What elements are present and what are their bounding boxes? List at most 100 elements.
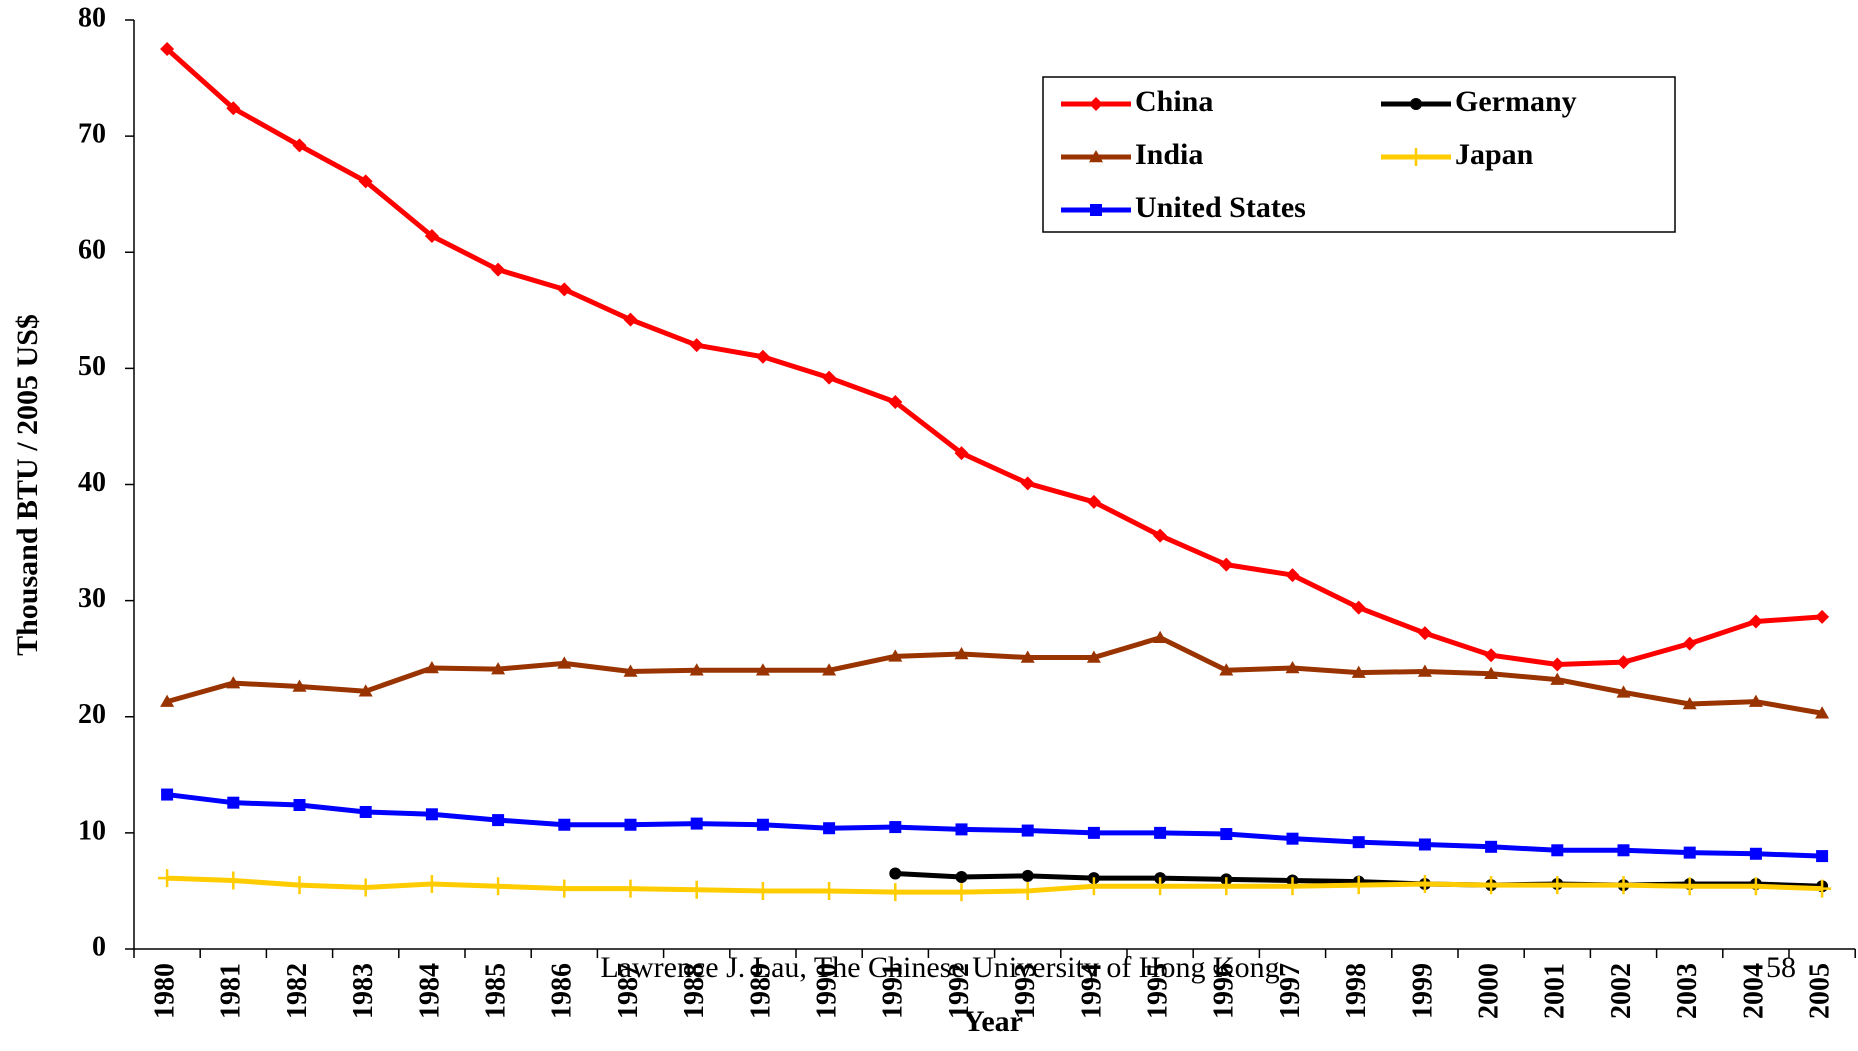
marker: [889, 867, 902, 880]
marker: [820, 881, 839, 900]
marker: [1683, 846, 1696, 859]
legend-label: United States: [1135, 191, 1306, 224]
x-tick-label: 1981: [216, 963, 247, 1019]
x-tick-label: 2001: [1540, 963, 1571, 1019]
marker: [1484, 666, 1499, 680]
legend-box: [1042, 76, 1676, 233]
marker: [955, 823, 968, 836]
y-tick-label: 0: [92, 931, 106, 962]
x-axis-label: Year: [963, 1005, 1023, 1038]
marker: [557, 282, 572, 297]
marker: [623, 664, 638, 677]
marker: [1550, 657, 1565, 672]
marker: [822, 663, 837, 676]
marker: [358, 174, 373, 189]
marker: [160, 42, 175, 57]
y-tick-label: 10: [78, 815, 106, 846]
marker: [1219, 663, 1234, 676]
y-axis-label: Thousand BTU / 2005 US$: [11, 314, 44, 656]
x-tick-label: 1996: [1209, 963, 1240, 1019]
x-tick-label: 1989: [745, 963, 776, 1019]
marker: [292, 679, 307, 692]
series-line: [166, 635, 1823, 716]
series-line: [165, 47, 1823, 667]
x-tick-label: 1988: [679, 963, 710, 1019]
marker: [689, 338, 704, 353]
x-tick-label: 1991: [878, 963, 909, 1019]
marker: [1550, 672, 1565, 685]
marker: [624, 818, 637, 831]
marker: [1219, 557, 1234, 572]
marker: [160, 694, 175, 707]
x-tick-label: 2005: [1805, 963, 1836, 1019]
marker: [1089, 97, 1103, 111]
marker: [358, 684, 373, 697]
marker: [290, 876, 309, 895]
y-tick-label: 80: [78, 2, 106, 33]
marker: [1415, 874, 1434, 893]
marker: [422, 874, 441, 893]
marker: [226, 101, 241, 116]
marker: [1153, 630, 1168, 644]
marker: [1351, 665, 1366, 678]
marker: [1349, 876, 1368, 895]
x-tick-label: 1997: [1275, 963, 1306, 1019]
marker: [1484, 648, 1499, 663]
y-tick-label: 60: [78, 235, 106, 266]
marker: [1283, 877, 1302, 896]
marker: [822, 370, 837, 385]
x-tick-label: 1980: [150, 963, 181, 1019]
marker: [491, 262, 506, 277]
marker: [226, 676, 241, 689]
marker: [623, 312, 638, 327]
series-line: [167, 875, 1823, 895]
legend-label: Japan: [1455, 138, 1534, 171]
x-tick-label: 1986: [547, 963, 578, 1019]
x-tick-label: 2002: [1606, 963, 1637, 1019]
marker: [489, 877, 508, 896]
marker: [1417, 626, 1432, 641]
marker: [1682, 696, 1697, 710]
marker: [1217, 877, 1236, 896]
x-tick-label: 1982: [282, 963, 313, 1019]
legend-label: Germany: [1455, 85, 1577, 118]
marker: [1086, 494, 1101, 509]
marker: [1021, 869, 1034, 882]
marker: [955, 871, 968, 884]
marker: [1418, 838, 1431, 851]
marker: [1151, 877, 1170, 896]
marker: [888, 649, 903, 662]
marker: [1748, 614, 1763, 629]
marker: [889, 821, 902, 834]
marker: [1748, 694, 1763, 707]
marker: [1815, 609, 1830, 624]
marker: [424, 660, 439, 674]
marker: [1020, 476, 1035, 491]
x-tick-label: 1995: [1143, 963, 1174, 1019]
marker: [1407, 148, 1425, 166]
marker: [1816, 850, 1829, 863]
marker: [491, 662, 506, 675]
marker: [555, 879, 574, 898]
y-tick-label: 30: [78, 583, 106, 614]
marker: [755, 349, 770, 364]
footer: Lawrence J. Lau, The Chinese University …: [600, 951, 1279, 984]
x-tick-label: 2003: [1672, 963, 1703, 1019]
marker: [1417, 664, 1432, 677]
marker: [356, 878, 375, 897]
legend-label: China: [1135, 85, 1213, 118]
marker: [954, 446, 969, 461]
marker: [1086, 650, 1101, 663]
marker: [1485, 840, 1498, 853]
x-tick-label: 1983: [348, 963, 379, 1019]
y-tick-label: 40: [78, 467, 106, 498]
marker: [1018, 881, 1037, 900]
marker: [1682, 636, 1697, 651]
marker: [293, 799, 306, 812]
marker: [558, 818, 571, 831]
marker: [161, 788, 174, 801]
marker: [823, 822, 836, 835]
marker: [292, 138, 307, 153]
marker: [1154, 826, 1167, 839]
